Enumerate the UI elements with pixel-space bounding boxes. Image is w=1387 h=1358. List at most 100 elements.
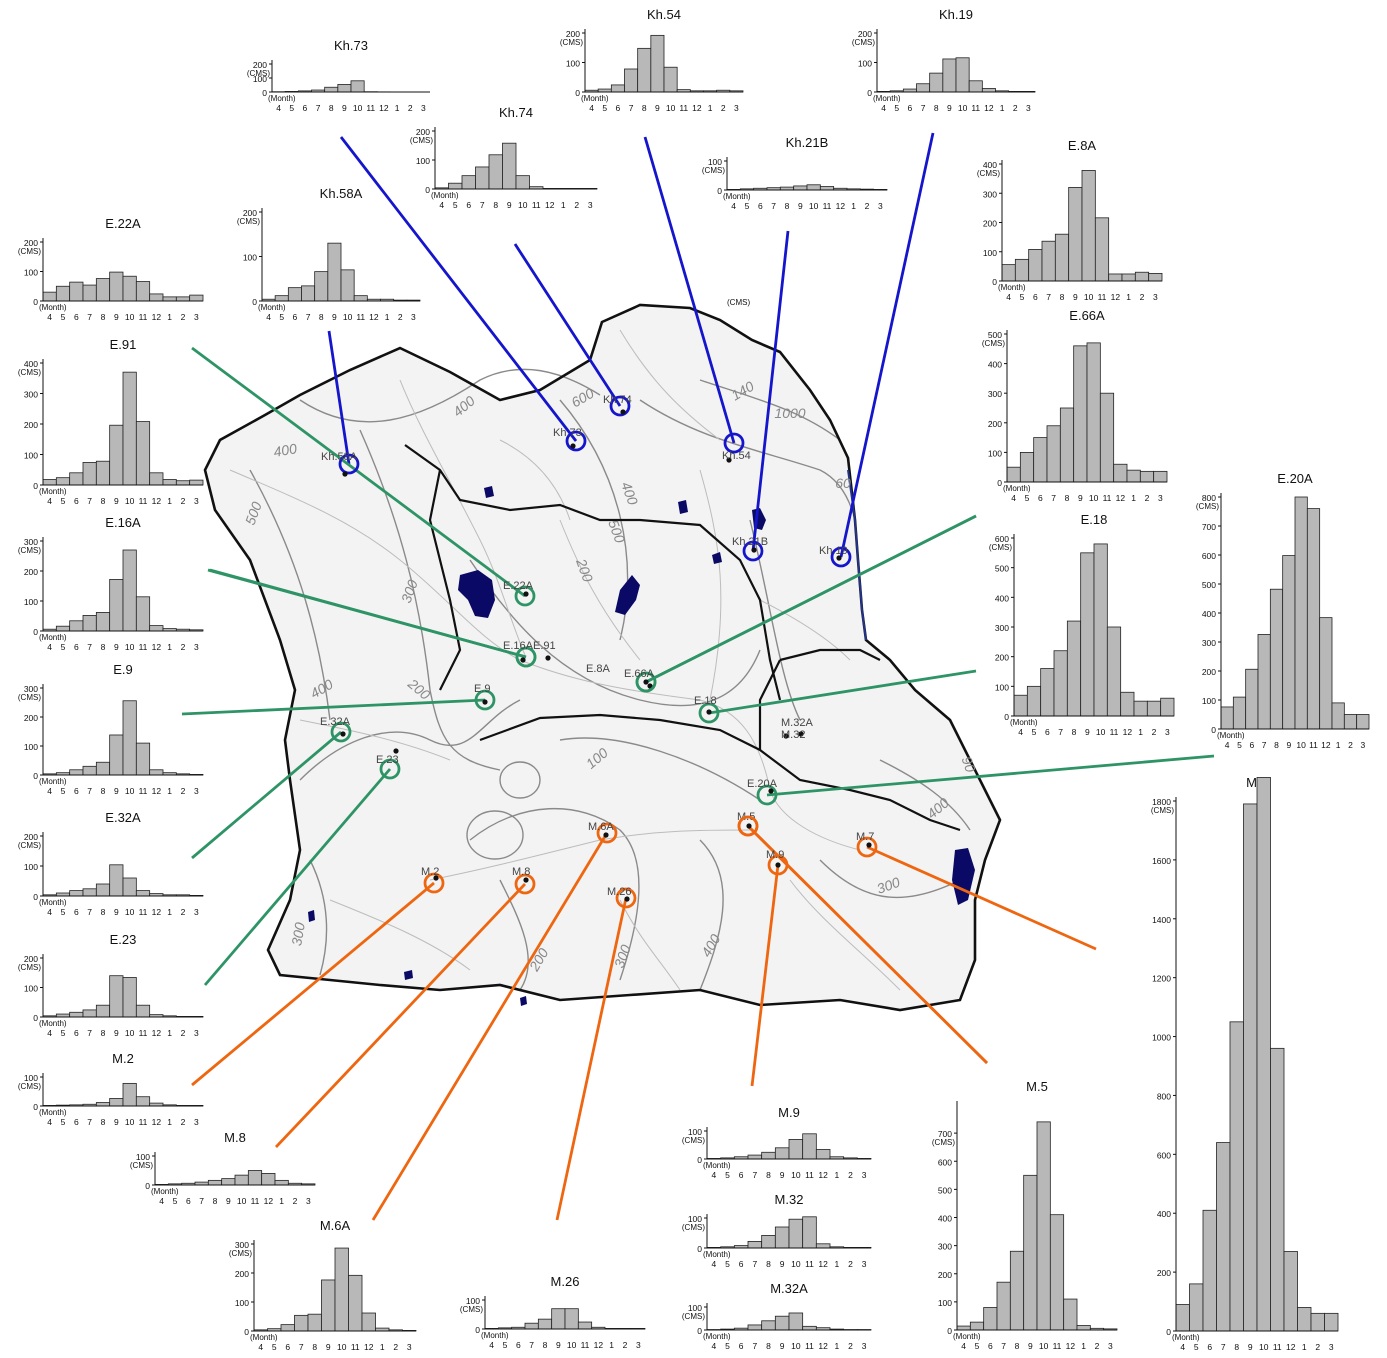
x-tick-label: 12	[152, 1117, 162, 1127]
x-tick-label: 2	[293, 1196, 298, 1206]
leader-line-m-8	[274, 883, 527, 1148]
x-tick-label: 9	[556, 1340, 561, 1350]
y-tick-label: 100	[688, 1303, 702, 1313]
bar-6	[461, 175, 476, 190]
x-tick-label: 12	[379, 103, 389, 113]
x-tick-label: 3	[421, 103, 426, 113]
x-tick-label: 10	[125, 786, 135, 796]
y-tick-label: 300	[24, 390, 38, 400]
x-tick-label: 2	[1348, 740, 1353, 750]
x-tick-label: 11	[805, 1341, 814, 1351]
x-tick-label: 9	[780, 1170, 785, 1180]
y-tick-label: 0	[697, 1326, 702, 1336]
bar-11	[1106, 626, 1122, 717]
month-label: (Month)	[1217, 731, 1245, 740]
x-tick-label: 5	[745, 201, 750, 211]
x-tick-label: 9	[326, 1342, 331, 1352]
y-tick-label: 200	[24, 567, 38, 577]
bar-10	[806, 184, 821, 191]
station-dot-kh-19	[836, 555, 842, 561]
y-tick-label: 500	[1202, 580, 1216, 590]
y-tick-label: 0	[1166, 1327, 1171, 1337]
x-tick-label: 10	[1259, 1342, 1269, 1352]
bar-2	[1310, 1312, 1325, 1332]
bar-4	[1001, 264, 1016, 282]
leader-line-e-20a	[766, 754, 1215, 797]
y-tick-label: 1800	[1152, 797, 1171, 807]
station-marker-m-2	[423, 872, 445, 894]
x-tick-label: 7	[87, 1117, 92, 1127]
x-tick-label: 8	[101, 786, 106, 796]
x-tick-label: 3	[878, 201, 883, 211]
chart-title: M.5	[1026, 1079, 1048, 1094]
bar-8	[1059, 407, 1075, 483]
x-tick-label: 2	[721, 103, 726, 113]
bar-8	[761, 1235, 776, 1249]
month-label: (Month)	[481, 1331, 509, 1340]
x-tick-label: 1	[167, 907, 172, 917]
chart-e-20a: E.20A 0 100 200 300 400 500 600 700 800(CMS) (Mont…	[1196, 471, 1370, 750]
station-marker-kh-19	[830, 546, 852, 568]
x-tick-label: 7	[87, 642, 92, 652]
leader-lines	[181, 132, 1215, 1221]
contour-label: 300	[398, 577, 421, 605]
bar-10	[564, 1308, 579, 1330]
unit-label: (CMS)	[560, 38, 583, 47]
x-tick-label: 4	[47, 312, 52, 322]
x-tick-label: 11	[1053, 1341, 1062, 1351]
bar-6	[610, 84, 625, 93]
x-tick-label: 8	[329, 103, 334, 113]
bar-5	[55, 477, 71, 486]
station-dot-m-32	[746, 823, 752, 829]
x-tick-label: 3	[194, 907, 199, 917]
bar-7	[82, 888, 97, 897]
unit-label: (CMS)	[229, 1249, 252, 1258]
month-label: (Month)	[703, 1250, 731, 1259]
bar-9	[109, 1098, 124, 1107]
bar-8	[1229, 1021, 1244, 1332]
x-tick-label: 11	[1273, 1342, 1282, 1352]
bar-12	[1063, 1298, 1078, 1331]
x-tick-label: 1	[1081, 1341, 1086, 1351]
y-tick-label: 300	[235, 1240, 249, 1250]
chart-title: E.9	[113, 662, 133, 677]
bar-11	[1099, 392, 1115, 483]
x-tick-label: 5	[503, 1340, 508, 1350]
contour-label: 1000	[774, 405, 805, 421]
bar-7	[82, 284, 97, 302]
bar-9	[109, 271, 124, 302]
bar-12	[1283, 1251, 1298, 1332]
y-tick-label: 200	[416, 127, 430, 137]
station-dot-m-7	[866, 842, 872, 848]
bar-10	[788, 1139, 804, 1160]
x-tick-label: 12	[152, 1028, 162, 1038]
x-tick-label: 11	[139, 907, 148, 917]
x-tick-label: 6	[1207, 1342, 1212, 1352]
x-tick-label: 10	[791, 1170, 801, 1180]
x-tick-label: 12	[1116, 493, 1126, 503]
station-marker-m-9	[767, 854, 789, 876]
bar-11	[135, 1096, 151, 1107]
x-tick-label: 5	[61, 496, 66, 506]
bar-7	[996, 1281, 1011, 1331]
station-label-e-9: E.9	[474, 683, 491, 695]
station-label-m-9: M.9	[766, 849, 784, 861]
y-tick-label: 0	[33, 892, 38, 902]
y-tick-label: 200	[24, 420, 38, 430]
station-dot-e-91	[545, 655, 551, 661]
month-label: (Month)	[1003, 484, 1031, 493]
y-tick-label: 0	[697, 1244, 702, 1254]
x-tick-label: 12	[594, 1340, 604, 1350]
x-tick-label: 1	[609, 1340, 614, 1350]
x-tick-label: 8	[766, 1170, 771, 1180]
bar-4	[1175, 1304, 1190, 1332]
bar-6	[69, 620, 84, 632]
month-label: (Month)	[39, 487, 67, 496]
bar-9	[1023, 1174, 1038, 1331]
leader-line-kh-74	[513, 243, 622, 407]
x-tick-label: 12	[1111, 292, 1121, 302]
station-dot-e-22a	[523, 591, 529, 597]
contour-label: 200	[573, 556, 596, 585]
x-tick-label: 8	[766, 1259, 771, 1269]
